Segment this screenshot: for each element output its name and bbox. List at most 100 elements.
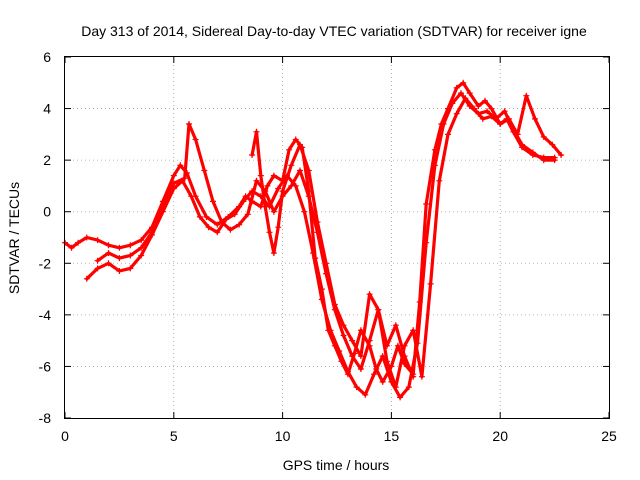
data-point — [453, 110, 460, 117]
data-point — [270, 172, 277, 179]
data-point — [138, 237, 145, 244]
data-point — [497, 121, 504, 127]
data-point — [384, 342, 390, 349]
x-tick-label: 15 — [384, 428, 400, 444]
data-point — [440, 121, 447, 127]
data-point — [249, 152, 256, 158]
data-point — [149, 229, 155, 236]
data-point — [349, 337, 356, 344]
x-tick-label: 25 — [601, 428, 617, 444]
data-point — [551, 157, 558, 164]
data-point — [479, 115, 486, 122]
data-point — [484, 108, 491, 115]
data-point — [210, 198, 216, 205]
data-point — [379, 378, 386, 385]
data-point — [410, 373, 417, 380]
data-point — [392, 384, 399, 391]
data-point — [558, 152, 565, 158]
data-point — [170, 172, 177, 179]
data-point — [94, 257, 101, 264]
data-point — [423, 239, 430, 246]
data-point — [445, 131, 451, 138]
data-point — [292, 136, 299, 143]
data-point — [231, 211, 238, 218]
data-point — [471, 105, 478, 112]
data-point — [314, 219, 321, 225]
data-point — [340, 322, 347, 329]
data-point — [253, 128, 260, 135]
data-point — [357, 353, 364, 360]
series-markers-track-2 — [83, 90, 558, 401]
data-point — [462, 95, 469, 102]
data-point — [357, 366, 364, 372]
data-point — [257, 172, 264, 179]
data-point — [105, 250, 112, 256]
x-axis-label: GPS time / hours — [283, 457, 390, 473]
data-point — [105, 242, 112, 249]
y-tick-label: 2 — [43, 152, 51, 168]
data-point — [275, 185, 282, 192]
data-point — [475, 103, 482, 109]
data-point — [305, 167, 312, 174]
x-tick-label: 5 — [170, 428, 178, 444]
series-line-track-3 — [96, 94, 563, 389]
data-point — [127, 242, 134, 249]
data-point — [505, 115, 512, 122]
y-tick-label: -2 — [39, 255, 52, 271]
data-point — [436, 177, 443, 184]
data-point — [127, 265, 134, 272]
data-point — [305, 193, 312, 200]
data-point — [203, 213, 210, 220]
y-tick-label: -4 — [39, 307, 52, 323]
x-tick-labels: 0 5 10 15 20 25 — [61, 428, 617, 444]
data-point — [177, 162, 184, 169]
data-point — [488, 105, 495, 112]
data-point — [127, 252, 134, 259]
data-point — [423, 201, 430, 207]
y-tick-label: -8 — [39, 410, 52, 426]
data-point — [116, 244, 123, 251]
data-point — [270, 250, 277, 256]
data-point — [188, 193, 195, 200]
plot-frame — [64, 56, 610, 419]
data-point — [458, 90, 464, 97]
data-point — [540, 133, 547, 140]
data-point — [392, 322, 399, 329]
data-series — [62, 79, 565, 401]
y-axis-label: SDTVAR / TECUs — [6, 182, 22, 294]
data-point — [279, 188, 286, 195]
data-point — [266, 229, 273, 236]
data-point — [449, 100, 456, 107]
data-point — [214, 229, 221, 236]
data-point — [394, 342, 401, 349]
data-point — [236, 221, 243, 228]
data-point — [375, 306, 382, 313]
data-point — [218, 219, 225, 225]
x-tick-label: 20 — [492, 428, 508, 444]
data-point — [170, 180, 177, 187]
data-point — [482, 97, 488, 104]
data-point — [523, 92, 530, 99]
data-point — [431, 162, 438, 169]
data-point — [83, 234, 90, 241]
series-markers-track-4 — [249, 128, 417, 380]
data-point — [94, 265, 101, 272]
data-point — [362, 391, 369, 398]
data-point — [159, 203, 166, 210]
data-point — [349, 353, 356, 360]
data-point — [466, 90, 473, 97]
data-point — [540, 157, 547, 164]
data-point — [331, 301, 338, 308]
data-point — [532, 115, 538, 122]
data-point — [116, 255, 123, 262]
data-point — [192, 136, 199, 143]
data-point — [327, 327, 334, 334]
data-point — [297, 167, 303, 174]
data-point — [549, 141, 556, 148]
data-point — [240, 198, 247, 205]
data-point — [301, 208, 308, 215]
data-point — [344, 368, 351, 375]
chart-title: Day 313 of 2014, Sidereal Day-to-day VTE… — [81, 23, 587, 39]
data-point — [310, 250, 317, 256]
